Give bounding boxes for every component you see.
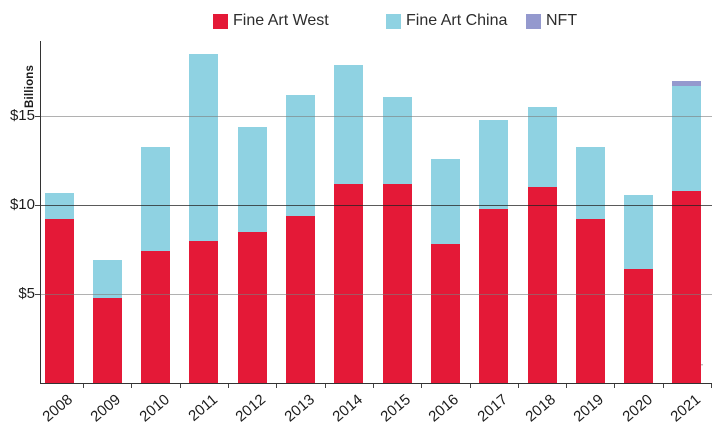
y-axis-label-$10: $10 bbox=[9, 196, 35, 214]
bar-segment-fine-art-china-2015 bbox=[382, 96, 412, 184]
x-axis-tick bbox=[421, 384, 423, 388]
bar-segment-fine-art-china-2016 bbox=[430, 158, 460, 245]
x-axis-tick bbox=[662, 384, 664, 388]
bar-segment-fine-art-west-2010 bbox=[141, 251, 171, 383]
bar-segment-fine-art-china-2009 bbox=[92, 260, 122, 298]
bar-segment-fine-art-west-2020 bbox=[624, 269, 654, 383]
bar-segment-nft-2021 bbox=[672, 80, 702, 87]
bar-segment-fine-art-china-2019 bbox=[575, 146, 605, 220]
y-axis-line bbox=[40, 41, 41, 383]
bar-segment-fine-art-china-2011 bbox=[189, 54, 219, 241]
y-axis-tick bbox=[35, 116, 40, 118]
bar-segment-fine-art-west-2015 bbox=[382, 183, 412, 383]
bar-segment-fine-art-china-2020 bbox=[624, 194, 654, 270]
y-axis-tick bbox=[35, 294, 40, 296]
x-axis-tick bbox=[179, 384, 181, 388]
bar-segment-fine-art-west-2011 bbox=[189, 240, 219, 383]
chart-canvas: Fine Art West Fine Art China NFT Billion… bbox=[9, 12, 713, 426]
gridline-$15 bbox=[40, 116, 712, 118]
x-axis-tick bbox=[517, 384, 519, 388]
bar-segment-fine-art-west-2019 bbox=[575, 219, 605, 383]
x-axis-tick bbox=[324, 384, 326, 388]
bar-segment-fine-art-china-2014 bbox=[334, 64, 364, 184]
bar-segment-fine-art-china-2012 bbox=[237, 126, 267, 232]
bar-segment-fine-art-west-2018 bbox=[527, 187, 557, 383]
bar-segment-fine-art-china-2018 bbox=[527, 107, 557, 188]
legend-item-fine-art-china: Fine Art China bbox=[386, 12, 507, 30]
x-axis-line bbox=[40, 383, 712, 384]
bar-segment-fine-art-china-2017 bbox=[479, 119, 509, 209]
x-axis-tick bbox=[711, 384, 713, 388]
bar-segment-fine-art-west-2016 bbox=[430, 244, 460, 383]
legend-label-fine-art-china: Fine Art China bbox=[406, 12, 508, 29]
bar-segment-fine-art-west-2013 bbox=[286, 215, 315, 383]
x-axis-tick bbox=[469, 384, 471, 388]
gridline-$10 bbox=[40, 205, 712, 207]
x-axis-tick bbox=[131, 384, 133, 388]
bar-segment-fine-art-west-2021 bbox=[672, 190, 702, 383]
legend-swatch-nft bbox=[526, 13, 541, 29]
x-axis-tick bbox=[566, 384, 568, 388]
bar-segment-fine-art-china-2021 bbox=[672, 86, 702, 191]
y-axis-label-$15: $15 bbox=[9, 107, 35, 125]
y-axis-tick bbox=[35, 205, 40, 207]
bar-segment-fine-art-west-2014 bbox=[334, 183, 364, 383]
legend-label-nft: NFT bbox=[546, 12, 578, 29]
bar-segment-fine-art-china-2010 bbox=[141, 146, 171, 252]
legend-item-nft: NFT bbox=[526, 12, 577, 30]
x-axis-tick bbox=[276, 384, 278, 388]
y-axis-label-$5: $5 bbox=[18, 285, 35, 303]
legend-label-fine-art-west: Fine Art West bbox=[233, 12, 329, 29]
bar-segment-fine-art-west-2009 bbox=[92, 297, 122, 383]
bar-segment-fine-art-west-2017 bbox=[479, 208, 509, 383]
bar-segment-fine-art-china-2013 bbox=[286, 94, 315, 216]
x-axis-tick bbox=[83, 384, 85, 388]
gridline-$5 bbox=[40, 294, 712, 296]
x-axis-tick bbox=[372, 384, 374, 388]
bar-segment-fine-art-west-2008 bbox=[44, 219, 74, 383]
chart-plot-area: 2008 2009 2010 2011 2012 2013 2014 2015 2016 2017… bbox=[9, 41, 713, 425]
legend-swatch-fine-art-china bbox=[386, 13, 401, 29]
x-axis-tick bbox=[614, 384, 616, 388]
legend-swatch-fine-art-west bbox=[213, 13, 228, 29]
x-axis-tick bbox=[228, 384, 230, 388]
bar-segment-fine-art-west-2012 bbox=[237, 231, 267, 383]
legend-item-fine-art-west: Fine Art West bbox=[213, 12, 329, 30]
